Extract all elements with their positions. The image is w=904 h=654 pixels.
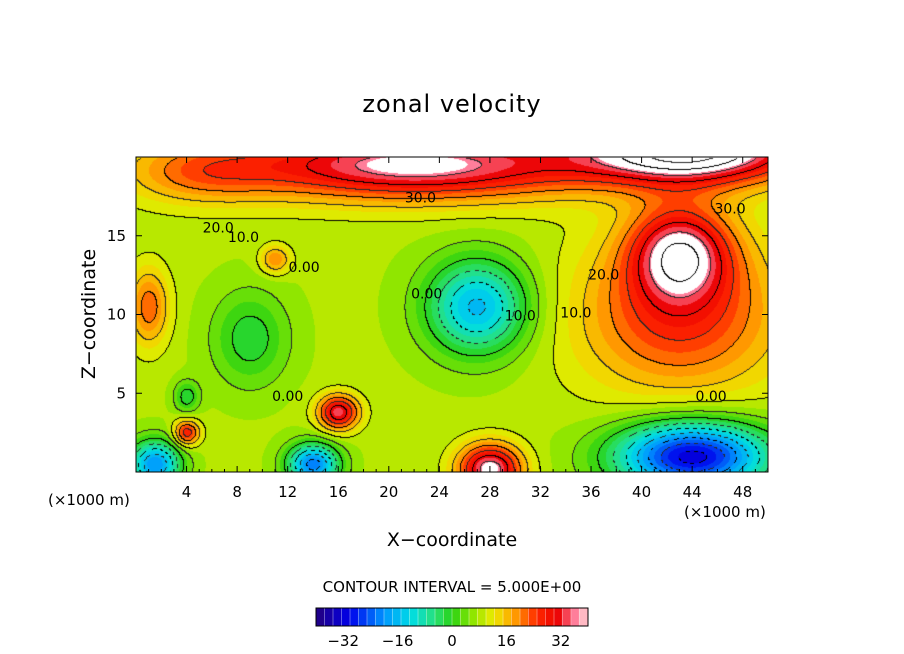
contour-label: 0.00 bbox=[272, 389, 303, 405]
velocity-field bbox=[136, 157, 768, 472]
x-tick-label: 40 bbox=[632, 483, 651, 501]
contour-label: 0.00 bbox=[696, 389, 727, 405]
colorbar: −32 −16 0 16 32 bbox=[315, 607, 589, 650]
x-tick-label: 4 bbox=[182, 483, 192, 501]
contour-label: 30.0 bbox=[714, 202, 745, 218]
y-tick-label: 15 bbox=[107, 227, 126, 245]
x-tick-label: 44 bbox=[683, 483, 702, 501]
y-tick-label: 10 bbox=[107, 306, 126, 324]
x-tick-label: 12 bbox=[278, 483, 297, 501]
x-tick-label: 16 bbox=[329, 483, 348, 501]
colorbar-frame bbox=[315, 607, 589, 627]
x-tick-label: 48 bbox=[733, 483, 752, 501]
colorbar-tick-label: −32 bbox=[327, 632, 359, 650]
colorbar-segments bbox=[324, 608, 580, 626]
contour-label: 10.0 bbox=[228, 230, 259, 246]
x-axis: 4 8 12 16 20 24 28 32 36 40 44 48 bbox=[148, 157, 756, 501]
contour-label: 10.0 bbox=[560, 306, 591, 322]
x-tick-label: 32 bbox=[531, 483, 550, 501]
x-tick-label: 28 bbox=[480, 483, 499, 501]
contour-label: 0.00 bbox=[411, 287, 442, 303]
x-tick-label: 8 bbox=[232, 483, 242, 501]
y-axis: 5 10 15 bbox=[107, 227, 768, 402]
x-axis-label: X−coordinate bbox=[387, 529, 517, 551]
colorbar-ticks: −32 −16 0 16 32 bbox=[327, 632, 570, 650]
contour-label: 20.0 bbox=[588, 268, 619, 284]
y-tick-label: 5 bbox=[116, 384, 126, 402]
contour-label: 10.0 bbox=[505, 309, 536, 325]
colorbar-tick-label: 32 bbox=[551, 632, 570, 650]
x-unit-left: (×1000 m) bbox=[48, 491, 130, 509]
contour-interval-text: CONTOUR INTERVAL = 5.000E+00 bbox=[323, 578, 582, 596]
x-tick-label: 36 bbox=[581, 483, 600, 501]
x-tick-label: 24 bbox=[430, 483, 449, 501]
contour-label: 20.0 bbox=[203, 220, 234, 236]
contour-label: 0.00 bbox=[289, 260, 320, 276]
x-unit-right: (×1000 m) bbox=[684, 503, 766, 521]
colorbar-tick-label: −16 bbox=[382, 632, 414, 650]
chart-title: zonal velocity bbox=[362, 90, 541, 118]
x-tick-label: 20 bbox=[379, 483, 398, 501]
y-axis-label: Z−coordinate bbox=[78, 249, 100, 379]
colorbar-tick-label: 16 bbox=[497, 632, 516, 650]
contour-label: 30.0 bbox=[405, 191, 436, 207]
colorbar-tick-label: 0 bbox=[447, 632, 457, 650]
